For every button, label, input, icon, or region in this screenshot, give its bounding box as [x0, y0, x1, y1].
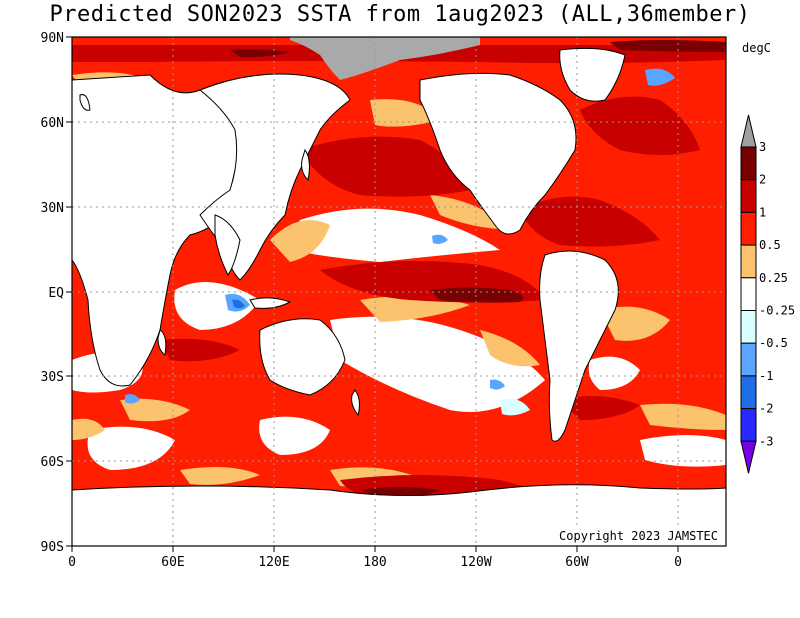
colorbar-bottom-triangle — [740, 440, 757, 474]
colorbar-label: 3 — [759, 140, 766, 154]
lon-label: 0 — [68, 555, 76, 570]
colorbar: 3 2 1 0.5 0.25 -0.25 -0.5 -1 -2 -3 — [740, 114, 795, 474]
colorbar-label: -2 — [759, 402, 773, 416]
indonesia-land — [249, 297, 292, 309]
lon-label: 0 — [674, 555, 682, 570]
colorbar-swatch — [740, 342, 757, 377]
lon-label: 60W — [565, 555, 589, 570]
colorbar-label: -3 — [759, 434, 773, 448]
colorbar-label: -0.5 — [759, 336, 788, 350]
cool-patches — [125, 68, 675, 416]
colorbar-swatch — [740, 375, 757, 410]
lat-labels: 90N 60N 30N EQ 30S 60S 90S — [41, 31, 65, 555]
plot-area — [72, 37, 726, 546]
colorbar-swatch — [740, 408, 757, 442]
lon-labels: 0 60E 120E 180 120W 60W 0 — [68, 555, 682, 570]
lat-label: 30N — [41, 201, 64, 216]
lon-label: 120E — [258, 555, 289, 570]
colorbar-label: -1 — [759, 369, 773, 383]
land-masses — [72, 47, 726, 546]
lat-label: 60N — [41, 116, 64, 131]
lon-label: 120W — [460, 555, 491, 570]
colorbar-label: 0.25 — [759, 271, 788, 285]
colorbar-swatch — [740, 146, 757, 181]
lon-tick-marks — [71, 546, 679, 552]
colorbar-swatch — [740, 179, 757, 213]
lon-label: 180 — [363, 555, 386, 570]
colorbar-swatch — [740, 244, 757, 279]
uk-land — [79, 94, 91, 111]
australia-land — [259, 318, 346, 396]
lat-label: EQ — [48, 286, 64, 301]
japan-land — [301, 148, 310, 182]
colorbar-swatch — [740, 211, 757, 246]
lat-label: 60S — [41, 455, 64, 470]
colorbar-label: 2 — [759, 173, 766, 187]
copyright-text: Copyright 2023 JAMSTEC — [559, 529, 718, 543]
new-zealand-land — [351, 389, 360, 417]
colorbar-swatch — [740, 277, 757, 311]
lat-tick-marks — [66, 36, 72, 547]
lat-label: 30S — [41, 370, 64, 385]
greenland-land — [559, 47, 626, 102]
grid-lines — [72, 37, 726, 546]
colorbar-label: 1 — [759, 205, 766, 219]
lon-label: 60E — [161, 555, 184, 570]
copyright-box — [540, 526, 724, 544]
colorbar-swatch — [740, 310, 757, 344]
madagascar-land — [157, 329, 167, 356]
colorbar-label: 0.5 — [759, 238, 781, 252]
colorbar-top-triangle — [740, 114, 757, 148]
arctic-sea-ice — [290, 37, 480, 80]
lat-label: 90S — [41, 540, 64, 555]
map-title: Predicted SON2023 SSTA from 1aug2023 (AL… — [49, 2, 751, 27]
north-america-land — [419, 72, 577, 235]
india-land — [214, 214, 241, 276]
asia-land — [199, 73, 351, 281]
lat-label: 90N — [41, 31, 64, 46]
south-america-land — [539, 250, 619, 442]
colorbar-label: -0.25 — [759, 304, 795, 318]
units-label: degC — [742, 41, 771, 55]
